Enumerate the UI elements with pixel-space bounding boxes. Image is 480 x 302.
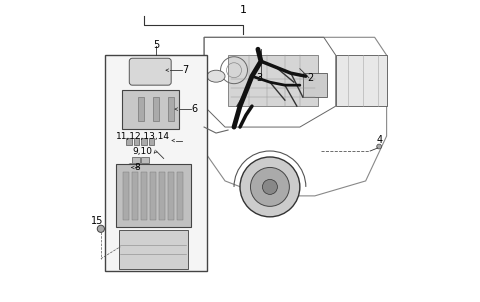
Polygon shape	[336, 55, 386, 106]
Circle shape	[263, 179, 277, 194]
Bar	[141, 137, 147, 145]
FancyBboxPatch shape	[116, 165, 191, 227]
Text: 9,10: 9,10	[133, 146, 153, 156]
Text: 15: 15	[91, 216, 103, 226]
Bar	[159, 172, 165, 220]
FancyBboxPatch shape	[129, 58, 171, 85]
Ellipse shape	[207, 70, 225, 82]
Bar	[132, 157, 140, 163]
Text: 8: 8	[134, 163, 140, 172]
Bar	[168, 172, 174, 220]
Bar	[153, 97, 159, 121]
Bar	[149, 137, 154, 145]
Text: 3: 3	[256, 73, 263, 83]
FancyBboxPatch shape	[105, 55, 207, 271]
Text: 1: 1	[240, 5, 247, 15]
Text: 5: 5	[153, 40, 159, 50]
Circle shape	[377, 144, 382, 149]
Bar	[168, 97, 174, 121]
Polygon shape	[228, 55, 318, 106]
Bar	[126, 137, 132, 145]
Bar	[141, 172, 147, 220]
Bar	[123, 172, 129, 220]
Bar	[134, 137, 139, 145]
Circle shape	[97, 225, 105, 232]
FancyBboxPatch shape	[122, 90, 179, 129]
Bar	[177, 172, 183, 220]
Bar	[150, 172, 156, 220]
Bar	[303, 73, 327, 97]
Text: 7: 7	[182, 65, 189, 75]
Bar	[132, 172, 138, 220]
Bar	[138, 97, 144, 121]
Text: 4: 4	[377, 135, 383, 145]
Text: 2: 2	[307, 73, 313, 83]
Bar	[141, 157, 149, 163]
Circle shape	[127, 164, 134, 171]
Text: 6: 6	[192, 104, 198, 114]
Circle shape	[240, 157, 300, 217]
Text: 11,12,13,14: 11,12,13,14	[116, 132, 170, 140]
Circle shape	[251, 167, 289, 206]
FancyBboxPatch shape	[119, 230, 188, 269]
